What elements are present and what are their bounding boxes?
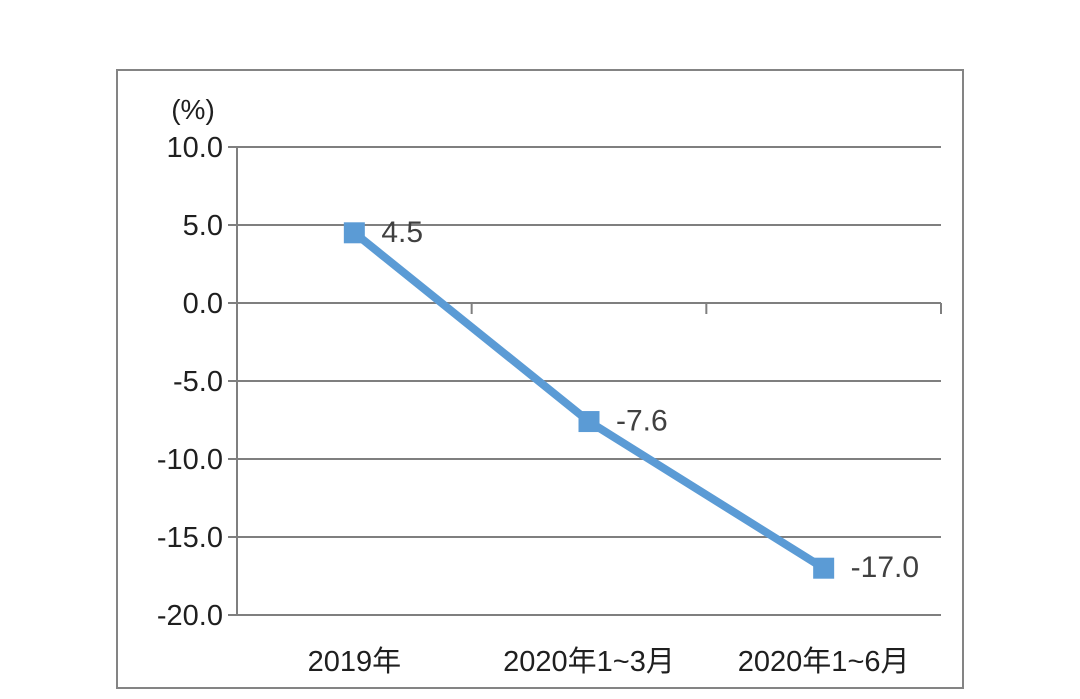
- x-category-label: 2020年1~3月: [503, 645, 675, 678]
- y-tick-label: 10.0: [167, 132, 223, 164]
- data-point-marker: [813, 557, 835, 579]
- y-tick-label: 5.0: [183, 210, 223, 242]
- y-tick-label: -20.0: [157, 600, 223, 632]
- data-point-marker: [578, 411, 600, 433]
- x-category-label: 2019年: [308, 645, 402, 678]
- data-label: -17.0: [851, 551, 919, 584]
- y-tick-label: -10.0: [157, 444, 223, 476]
- y-tick-label: -5.0: [173, 366, 223, 398]
- data-label: 4.5: [381, 216, 423, 249]
- y-tick-label: 0.0: [183, 288, 223, 320]
- y-tick-label: -15.0: [157, 522, 223, 554]
- data-label: -7.6: [616, 405, 668, 438]
- data-point-marker: [343, 222, 365, 244]
- y-axis-unit-label: (%): [171, 94, 215, 125]
- x-category-label: 2020年1~6月: [738, 645, 910, 678]
